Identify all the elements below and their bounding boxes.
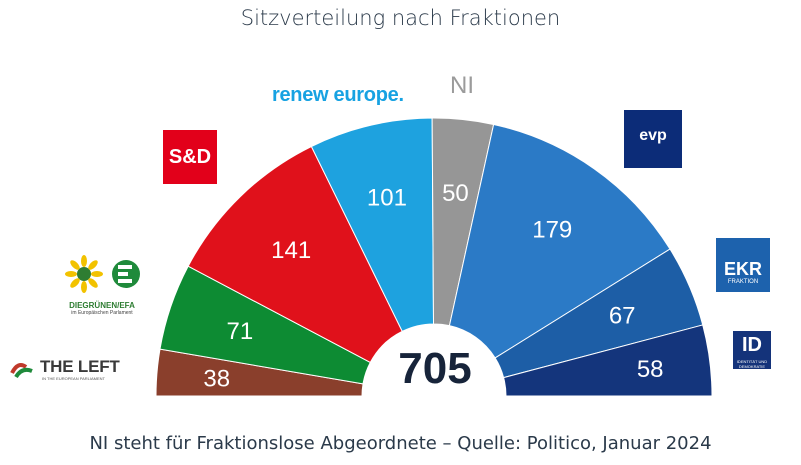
chart-title: Sitzverteilung nach Fraktionen	[240, 6, 561, 30]
id-logo-text: ID	[742, 334, 762, 356]
seat-slice-renew-europe	[310, 117, 435, 333]
ni-label: NI	[450, 72, 474, 99]
seat-slice-s-d	[187, 145, 403, 364]
seat-count-label: 38	[203, 366, 230, 393]
sd-logo: S&D	[163, 130, 217, 184]
seat-count-label: 71	[227, 318, 254, 345]
the-left-logo: THE LEFT IN THE EUROPEAN PARLIAMENT	[10, 357, 140, 381]
seat-slice-evp	[448, 123, 671, 359]
total-seats-label: 705	[398, 344, 472, 393]
chart-baseline	[0, 396, 801, 398]
seat-count-label: 179	[532, 217, 572, 244]
id-logo: ID IDENTITÄT UND DEMOKRATIE	[733, 331, 771, 369]
sunflower-icon	[65, 255, 140, 293]
evp-logo: evp	[624, 110, 682, 168]
seat-count-label: 50	[442, 180, 469, 207]
seat-count-label: 67	[609, 303, 636, 330]
seat-count-label: 101	[367, 184, 407, 211]
seat-count-label: 141	[271, 237, 311, 264]
the-left-name: THE LEFT	[40, 357, 120, 376]
id-logo-subtext: IDENTITÄT UND DEMOKRATIE	[736, 359, 768, 369]
seat-count-label: 58	[637, 356, 664, 383]
greens-efa-name: DIEGRÜNEN/EFA	[69, 301, 135, 310]
ekr-logo: EKR FRAKTION	[716, 238, 770, 292]
ekr-logo-subtext: FRAKTION	[727, 279, 759, 285]
the-left-waves-icon	[10, 363, 33, 379]
ekr-logo-text: EKR	[723, 259, 762, 279]
renew-europe-logo: renew europe.	[272, 84, 404, 106]
greens-efa-subtext: im Europäischen Parlament	[71, 310, 133, 316]
evp-logo-text: evp	[639, 127, 667, 144]
the-left-subtext: IN THE EUROPEAN PARLIAMENT	[42, 376, 105, 381]
greens-efa-logo: DIEGRÜNEN/EFA im Europäischen Parlament	[56, 254, 148, 316]
chart-footer: NI steht für Fraktionslose Abgeordnete –…	[89, 433, 712, 454]
